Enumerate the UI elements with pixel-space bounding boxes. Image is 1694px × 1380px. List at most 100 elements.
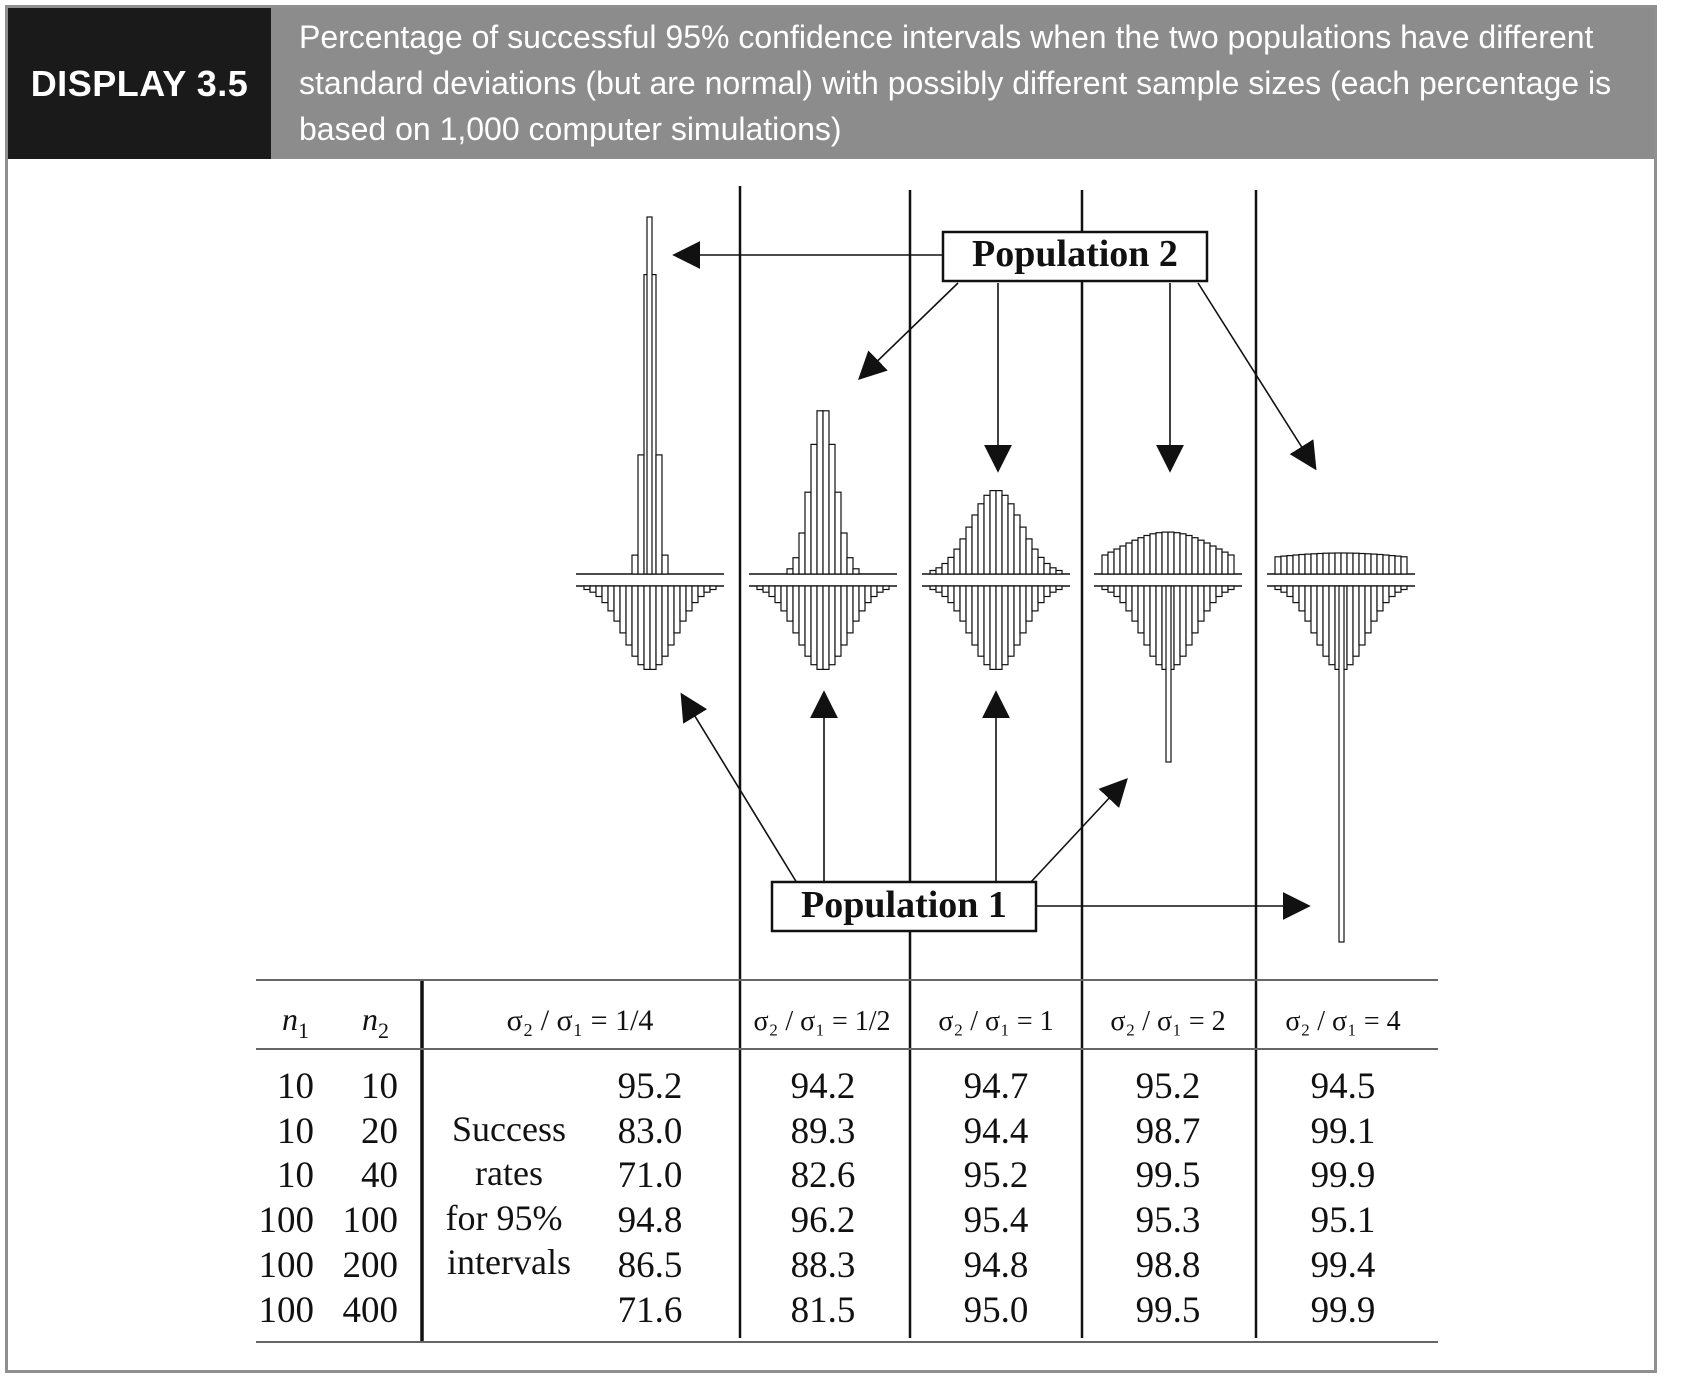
population-2-bar bbox=[1280, 555, 1288, 575]
population-1-bar bbox=[1031, 585, 1039, 612]
rate-cell: 99.9 bbox=[1311, 1155, 1376, 1196]
population-2-bar bbox=[1400, 556, 1408, 575]
population-2-bar bbox=[965, 526, 973, 575]
population-2-bar bbox=[971, 514, 979, 575]
rate-cell: 95.2 bbox=[964, 1155, 1029, 1196]
arrow-pop1-to-col4 bbox=[1029, 777, 1128, 884]
population-2-bar bbox=[1394, 555, 1402, 575]
population-1-bar bbox=[1364, 585, 1372, 634]
population-1-bar bbox=[1013, 585, 1021, 646]
population-2-bar bbox=[1286, 554, 1294, 575]
population-2-bar bbox=[1155, 532, 1163, 575]
rate-cell: 99.5 bbox=[1136, 1290, 1201, 1331]
population-1-bar bbox=[1107, 585, 1115, 593]
population-1-bar bbox=[852, 585, 860, 622]
population-2-bar bbox=[983, 494, 991, 575]
population-2-bar bbox=[1119, 545, 1127, 575]
population-2-frame bbox=[941, 230, 1209, 283]
rate-cell: 94.8 bbox=[618, 1200, 683, 1241]
population-1-bar bbox=[631, 585, 639, 657]
population-2-bar bbox=[1292, 554, 1300, 575]
population-2-bar bbox=[1137, 537, 1145, 575]
n2-header-sub: 2 bbox=[378, 1018, 389, 1043]
population-1-bar bbox=[774, 585, 782, 604]
population-1-bar bbox=[780, 585, 788, 612]
population-1-bar bbox=[649, 585, 657, 671]
population-2-bar bbox=[646, 216, 653, 575]
population-2-bar bbox=[1013, 514, 1021, 575]
population-2-bar bbox=[977, 503, 985, 575]
population-2-bar bbox=[1185, 534, 1193, 575]
population-1-bar bbox=[1298, 585, 1306, 612]
population-1-bar bbox=[1019, 585, 1027, 634]
population-1-bar bbox=[1155, 585, 1163, 666]
row-label-line-3: for 95% bbox=[446, 1198, 563, 1238]
population-2-bar bbox=[786, 568, 794, 575]
population-1-bar bbox=[941, 585, 949, 598]
population-2-bar bbox=[1346, 552, 1354, 575]
population-2-bar bbox=[1037, 556, 1045, 575]
population-1-bar bbox=[1346, 585, 1354, 666]
population-1-bar bbox=[1143, 585, 1151, 646]
population-1-bar bbox=[1227, 585, 1235, 591]
population-1-bar bbox=[673, 585, 681, 634]
population-1-bar bbox=[846, 585, 854, 634]
histograms bbox=[576, 216, 1415, 943]
population-2-bar bbox=[953, 548, 961, 575]
population-2-bar bbox=[846, 557, 854, 575]
rate-cell: 83.0 bbox=[618, 1111, 683, 1152]
population-1-bar bbox=[870, 585, 878, 598]
arrow-pop2-to-col5 bbox=[1197, 282, 1317, 471]
table-rules bbox=[256, 979, 1438, 1343]
column-header-2: σ₂ / σ₁ = 1/2 bbox=[753, 1006, 890, 1037]
population-2-bar bbox=[828, 443, 836, 575]
rate-cell: 89.3 bbox=[791, 1111, 856, 1152]
population-2-bar bbox=[1370, 553, 1378, 575]
table-header: n1 n2 σ₂ / σ₁ = 1/4 σ₂ / σ₁ = 1/2 σ₂ / σ… bbox=[282, 1001, 1401, 1043]
population-2-bar bbox=[810, 443, 818, 575]
population-2-bar bbox=[929, 569, 937, 575]
n2-header-letter: n bbox=[362, 1001, 378, 1037]
population-2-bar bbox=[1376, 553, 1384, 575]
column-header-1: σ₂ / σ₁ = 1/4 bbox=[507, 1004, 654, 1037]
population-2-bar bbox=[1101, 554, 1109, 575]
population-1-bar bbox=[1049, 585, 1057, 593]
population-1-bar bbox=[816, 585, 824, 671]
population-1-bar bbox=[613, 585, 621, 622]
population-1-bar bbox=[619, 585, 627, 634]
population-2-bar bbox=[1298, 553, 1306, 575]
population-1-bar bbox=[601, 585, 609, 604]
rate-cell: 94.7 bbox=[964, 1066, 1029, 1107]
population-1-bar bbox=[1043, 585, 1051, 598]
arrows bbox=[672, 241, 1317, 920]
row-label-line-4: intervals bbox=[447, 1242, 571, 1282]
population-2-bar bbox=[840, 532, 848, 575]
population-2-bar bbox=[1382, 554, 1390, 575]
population-1-bar bbox=[1388, 585, 1396, 598]
population-1-bar bbox=[959, 585, 967, 622]
population-2-bar bbox=[655, 454, 663, 575]
population-1-bar bbox=[1292, 585, 1300, 604]
n1-header-letter: n bbox=[282, 1001, 298, 1037]
rate-cell: 96.2 bbox=[791, 1200, 856, 1241]
population-1-bar bbox=[1352, 585, 1360, 657]
population-1-bar bbox=[858, 585, 866, 612]
rate-cell: 71.0 bbox=[618, 1155, 683, 1196]
population-2-bar bbox=[989, 490, 997, 575]
column-header-4: σ₂ / σ₁ = 2 bbox=[1110, 1006, 1225, 1037]
rate-cell: 99.4 bbox=[1311, 1245, 1376, 1286]
table-body: 10 10 95.2 94.2 94.7 95.2 94.510 20 83.0 89.3 94.4… bbox=[259, 1066, 1376, 1331]
rate-cell: 88.3 bbox=[791, 1245, 856, 1286]
row-label: Success rates for 95% intervals bbox=[446, 1109, 571, 1282]
population-2-bar bbox=[1179, 533, 1187, 575]
population-1-bar bbox=[953, 585, 961, 612]
population-1-bar bbox=[1358, 585, 1366, 646]
n1-cell: 10 bbox=[277, 1066, 314, 1107]
n2-cell: 100 bbox=[343, 1200, 399, 1241]
population-1-bar bbox=[661, 585, 669, 657]
population-2-bar bbox=[816, 410, 824, 575]
rate-cell: 99.1 bbox=[1311, 1111, 1376, 1152]
population-1-bar bbox=[1037, 585, 1045, 604]
population-2-bar bbox=[804, 491, 812, 575]
row-label-line-2: rates bbox=[475, 1153, 543, 1193]
